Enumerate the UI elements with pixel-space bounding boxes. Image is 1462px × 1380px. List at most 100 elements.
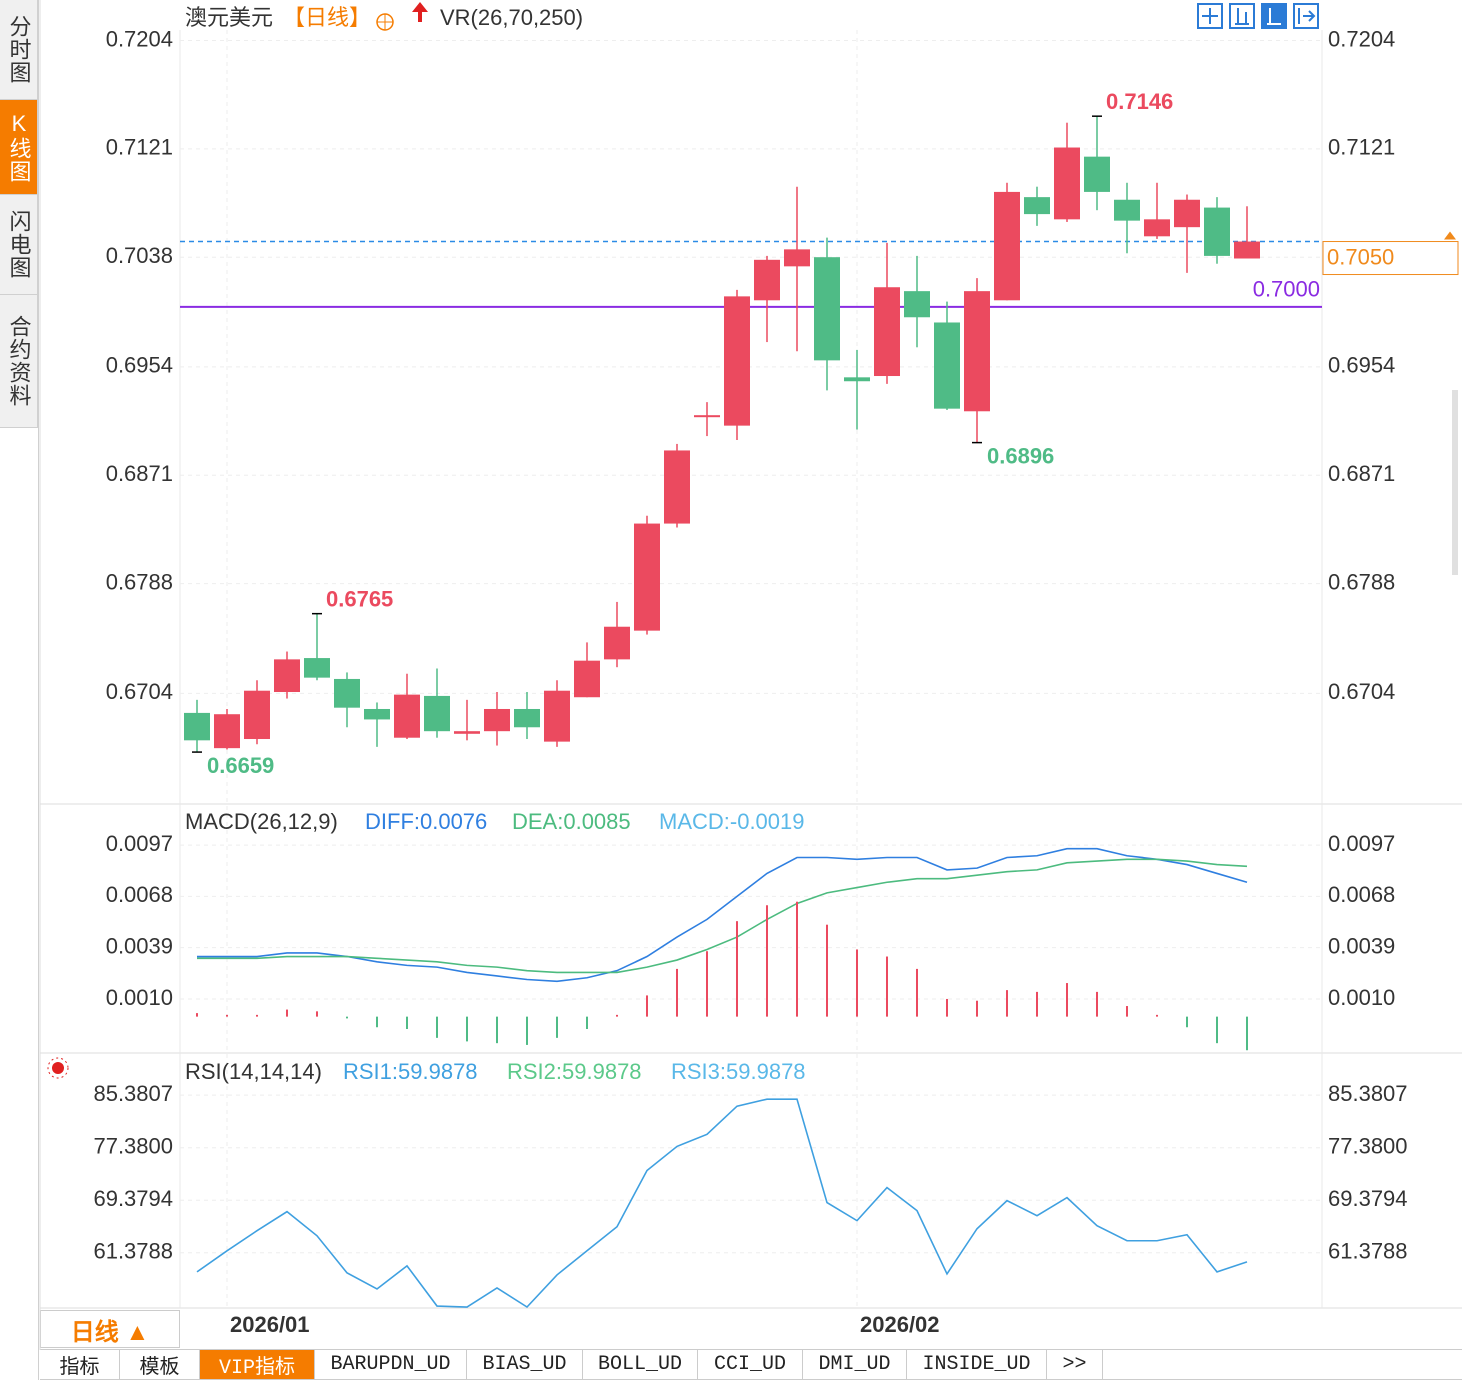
legend-label: DIFF:0.0076	[365, 809, 487, 834]
candle-body	[574, 660, 600, 698]
y-tick-label: 77.3800	[93, 1134, 173, 1159]
bottom-tab[interactable]: VIP指标	[200, 1350, 315, 1380]
chart-title: 澳元美元	[185, 5, 273, 30]
side-tab[interactable]: 闪电图	[0, 195, 38, 295]
y-tick-label-right: 0.6704	[1328, 679, 1395, 704]
candle-body	[694, 415, 720, 418]
y-tick-label-right: 85.3807	[1328, 1081, 1408, 1106]
bottom-tab[interactable]: DMI_UD	[803, 1350, 907, 1379]
candle-body	[754, 259, 780, 301]
y-tick-label: 0.6788	[106, 569, 173, 594]
candle-body	[364, 708, 390, 720]
y-tick-label: 0.6704	[106, 679, 173, 704]
scrollbar[interactable]	[1452, 390, 1458, 575]
y-tick-label-right: 61.3788	[1328, 1239, 1408, 1264]
legend-label: DEA:0.0085	[512, 809, 631, 834]
y-tick-label-right: 0.6788	[1328, 569, 1395, 594]
candle-body	[1084, 156, 1110, 192]
candle-body	[964, 291, 990, 412]
high-label: 0.6765	[326, 586, 393, 611]
panel-title: MACD(26,12,9)	[185, 809, 338, 834]
bottom-tab[interactable]: 指标	[40, 1350, 120, 1380]
y-tick-label-right: 0.7121	[1328, 135, 1395, 160]
candle-body	[1204, 207, 1230, 256]
candle-body	[724, 296, 750, 426]
y-tick-label: 0.7121	[106, 135, 173, 160]
add-icon[interactable]	[376, 13, 394, 31]
candle-body	[454, 731, 480, 734]
y-tick-label: 69.3794	[93, 1186, 173, 1211]
candle-body	[604, 626, 630, 660]
candle-body	[304, 658, 330, 678]
bottom-tab[interactable]: CCI_UD	[698, 1350, 803, 1379]
rsi-icon[interactable]	[47, 1057, 69, 1079]
low-label: 0.6659	[207, 753, 274, 778]
candle-body	[274, 659, 300, 693]
x-tick-label: 2026/02	[860, 1312, 940, 1337]
last-price-label: 0.7050	[1327, 244, 1394, 269]
y-tick-label: 0.7204	[106, 26, 173, 51]
legend-label: RSI1:59.9878	[343, 1059, 478, 1084]
side-tab[interactable]: 分时图	[0, 0, 38, 100]
side-tab[interactable]: 合约资料	[0, 295, 38, 428]
candle-body	[664, 450, 690, 524]
bottom-tab[interactable]: 模板	[120, 1350, 200, 1380]
legend-label: RSI3:59.9878	[671, 1059, 806, 1084]
y-tick-label-right: 69.3794	[1328, 1186, 1408, 1211]
bottom-tab[interactable]: INSIDE_UD	[907, 1350, 1047, 1379]
chart: 澳元美元 【日线】 VR(26,70,250) 0.7204 0.7204 0.71…	[39, 0, 1462, 1350]
series-line	[197, 847, 1248, 983]
candle-body	[934, 322, 960, 409]
candle-body	[1114, 199, 1140, 221]
period-button[interactable]: 日线 ▲	[40, 1310, 180, 1348]
y-tick-label-right: 0.0068	[1328, 882, 1395, 907]
indicator-label: VR(26,70,250)	[440, 5, 583, 30]
bottom-tab[interactable]: BIAS_UD	[467, 1350, 583, 1379]
candle-body	[1054, 147, 1080, 220]
candle-body	[544, 690, 570, 742]
candle-body	[484, 708, 510, 732]
bottom-tab[interactable]: BARUPDN_UD	[315, 1350, 467, 1379]
side-bar	[0, 0, 39, 1380]
y-tick-label: 0.7038	[106, 243, 173, 268]
y-tick-label: 0.0039	[106, 933, 173, 958]
side-tab[interactable]: K线图	[0, 100, 38, 195]
y-tick-label: 0.0010	[106, 985, 173, 1010]
candle-body	[424, 695, 450, 732]
candle-body	[994, 191, 1020, 301]
candle-body	[394, 694, 420, 738]
y-tick-label: 0.6954	[106, 353, 173, 378]
y-tick-label-right: 0.0010	[1328, 985, 1395, 1010]
toolbar-icons[interactable]	[1197, 3, 1319, 29]
panel-title: RSI(14,14,14)	[185, 1059, 322, 1084]
y-tick-label-right: 0.0039	[1328, 933, 1395, 958]
candle-body	[184, 712, 210, 741]
y-tick-label: 85.3807	[93, 1081, 173, 1106]
indicator-arrow	[412, 2, 428, 22]
y-tick-label: 61.3788	[93, 1239, 173, 1264]
y-tick-label-right: 77.3800	[1328, 1134, 1408, 1159]
candle-body	[1234, 241, 1260, 259]
candle-body	[334, 678, 360, 708]
y-tick-label-right: 0.6954	[1328, 353, 1395, 378]
candle-body	[1174, 199, 1200, 228]
y-tick-label-right: 0.0097	[1328, 831, 1395, 856]
last-price-arrow	[1444, 231, 1456, 240]
reference-label: 0.7000	[1253, 277, 1320, 302]
low-label: 0.6896	[987, 443, 1054, 468]
bottom-tab[interactable]: BOLL_UD	[583, 1350, 698, 1379]
y-tick-label-right: 0.7204	[1328, 26, 1395, 51]
high-label: 0.7146	[1106, 89, 1173, 114]
candle-body	[634, 523, 660, 631]
candle-body	[814, 257, 840, 361]
candle-body	[844, 377, 870, 382]
x-tick-label: 2026/01	[230, 1312, 310, 1337]
bottom-tab[interactable]: >>	[1047, 1350, 1103, 1379]
candle-body	[784, 249, 810, 267]
legend-label: MACD:-0.0019	[659, 809, 805, 834]
candle-body	[1024, 197, 1050, 215]
candle-body	[904, 291, 930, 318]
y-tick-label-right: 0.6871	[1328, 461, 1395, 486]
candle-body	[244, 690, 270, 740]
last-price-box	[1322, 241, 1459, 276]
